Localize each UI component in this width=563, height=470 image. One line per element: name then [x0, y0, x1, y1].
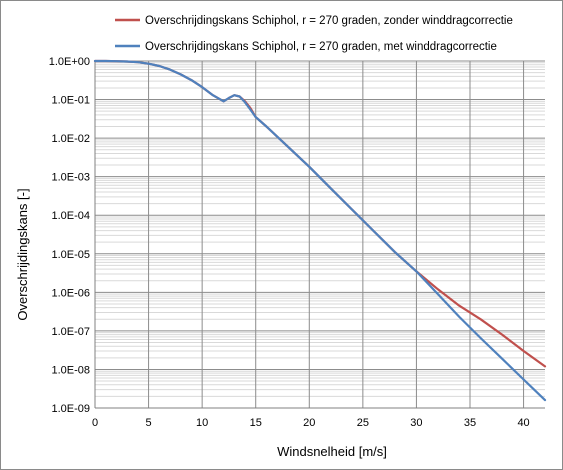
- x-tick-label: 40: [517, 417, 529, 429]
- y-tick-label: 1.0E-02: [51, 133, 90, 145]
- x-tick-label: 35: [464, 417, 476, 429]
- y-tick-label: 1.0E+00: [49, 56, 90, 68]
- x-tick-label: 25: [357, 417, 369, 429]
- major-gridlines: [94, 60, 545, 409]
- y-tick-label: 1.0E-01: [51, 95, 90, 107]
- y-axis-title: Overschrijdingskans [-]: [15, 188, 30, 320]
- y-tick-label: 1.0E-06: [51, 287, 90, 299]
- y-tick-label: 1.0E-09: [51, 403, 90, 415]
- y-tick-label: 1.0E-07: [51, 326, 90, 338]
- legend-label-1: Overschrijdingskans Schiphol, r = 270 gr…: [145, 15, 513, 27]
- y-tick-label: 1.0E-03: [51, 172, 90, 184]
- x-tick-label: 15: [250, 417, 262, 429]
- x-axis-title: Windsnelheid [m/s]: [277, 444, 387, 459]
- legend-label-2: Overschrijdingskans Schiphol, r = 270 gr…: [145, 41, 497, 53]
- series-line-2: [93, 59, 547, 402]
- y-tick-label: 1.0E-08: [51, 364, 90, 376]
- x-tick-label: 20: [303, 417, 315, 429]
- x-tick-label: 10: [196, 417, 208, 429]
- x-tick-label: 5: [146, 417, 152, 429]
- x-tick-label: 0: [92, 417, 98, 429]
- y-tick-label: 1.0E-04: [51, 210, 90, 222]
- x-tick-label: 30: [410, 417, 422, 429]
- plot-area: [95, 61, 545, 408]
- y-tick-label: 1.0E-05: [51, 249, 90, 261]
